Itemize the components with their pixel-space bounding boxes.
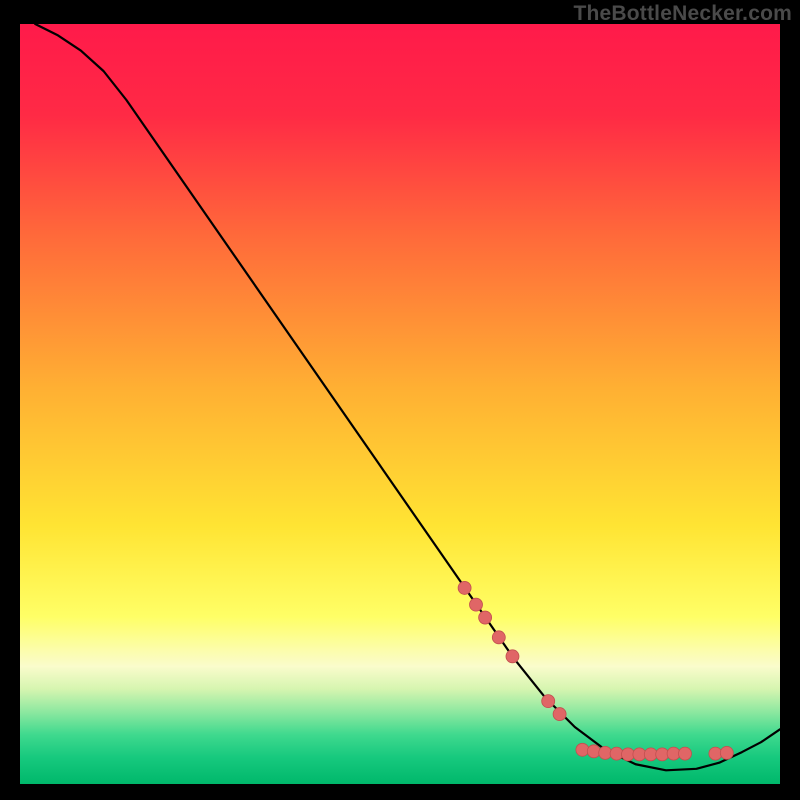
chart-svg xyxy=(0,0,800,800)
watermark-text: TheBottleNecker.com xyxy=(573,2,792,26)
plot-background xyxy=(20,24,780,784)
marker-point xyxy=(492,631,505,644)
marker-point xyxy=(720,746,733,759)
chart-stage: TheBottleNecker.com xyxy=(0,0,800,800)
marker-point xyxy=(470,598,483,611)
marker-point xyxy=(587,745,600,758)
marker-point xyxy=(506,650,519,663)
marker-point xyxy=(458,581,471,594)
marker-point xyxy=(542,695,555,708)
marker-point xyxy=(553,708,566,721)
marker-point xyxy=(479,611,492,624)
marker-point xyxy=(576,743,589,756)
marker-point xyxy=(679,747,692,760)
